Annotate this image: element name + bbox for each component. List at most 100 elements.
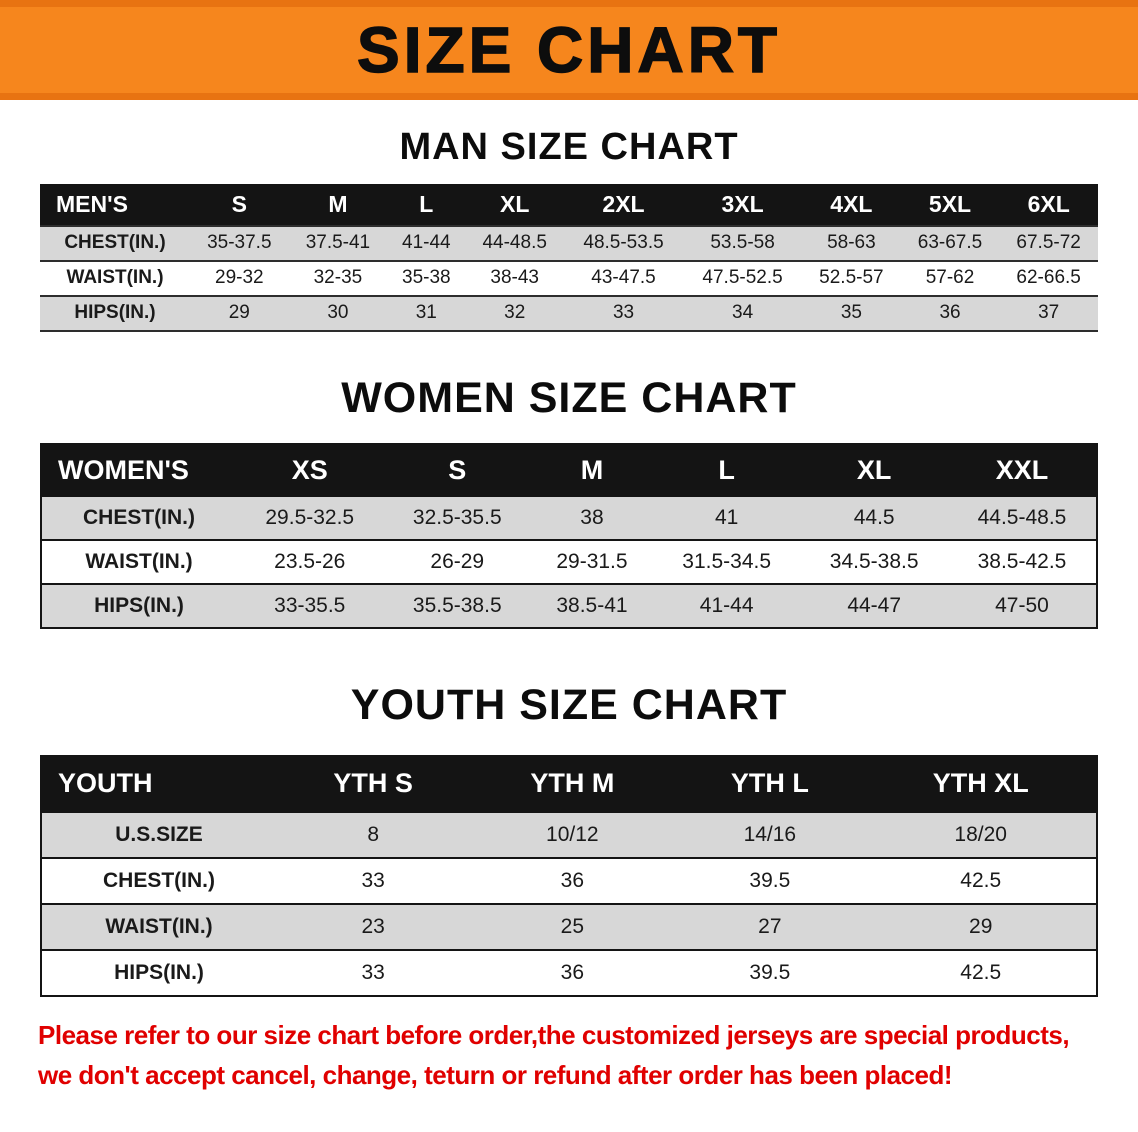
measurement-value-cell: 36 bbox=[900, 294, 1000, 332]
measurement-value-cell: 29 bbox=[865, 902, 1097, 950]
measurement-value-cell: 39.5 bbox=[674, 856, 866, 904]
size-header-cell: YTH M bbox=[470, 755, 675, 812]
measurement-value-cell: 38 bbox=[531, 495, 653, 541]
size-header-cell: XL bbox=[465, 183, 564, 226]
measurement-label-cell: CHEST(IN.) bbox=[41, 856, 276, 904]
table-title-cell: MEN'S bbox=[40, 183, 190, 226]
measurement-row: WAIST(IN.) 23.5-26 26-29 29-31.5 31.5-34.5 34… bbox=[41, 539, 1097, 585]
measurement-value-cell: 31.5-34.5 bbox=[652, 539, 801, 585]
measurement-value-cell: 27 bbox=[674, 902, 866, 950]
men-section-heading: MAN SIZE CHART bbox=[399, 126, 739, 168]
measurement-value-cell: 44.5 bbox=[800, 495, 948, 541]
measurement-value-cell: 10/12 bbox=[470, 810, 675, 858]
measurement-row: HIPS(IN.) 33 36 39.5 42.5 bbox=[41, 948, 1097, 996]
measurement-value-cell: 29 bbox=[190, 294, 289, 332]
measurement-label-cell: WAIST(IN.) bbox=[41, 539, 236, 585]
men-size-table: MEN'S S M L XL 2XL 3XL 4XL 5XL 6XL CHEST(IN.) 35-37… bbox=[40, 183, 1098, 332]
size-header-cell: S bbox=[383, 444, 532, 497]
size-header-cell: M bbox=[531, 444, 653, 497]
measurement-value-cell: 62-66.5 bbox=[999, 259, 1098, 296]
measurement-value-cell: 30 bbox=[288, 294, 388, 332]
measurement-value-cell: 33 bbox=[564, 294, 684, 332]
measurement-label-cell: HIPS(IN.) bbox=[40, 294, 190, 332]
measurement-row: HIPS(IN.) 33-35.5 35.5-38.5 38.5-41 41-44 44-… bbox=[41, 583, 1097, 629]
size-header-cell: M bbox=[288, 183, 388, 226]
measurement-value-cell: 18/20 bbox=[865, 810, 1097, 858]
measurement-value-cell: 29-32 bbox=[190, 259, 289, 296]
disclaimer: Please refer to our size chart before or… bbox=[38, 1015, 1100, 1096]
measurement-label-cell: U.S.SIZE bbox=[41, 810, 276, 858]
measurement-value-cell: 32-35 bbox=[288, 259, 388, 296]
size-header-cell: 6XL bbox=[999, 183, 1098, 226]
page-title: SIZE CHART bbox=[356, 14, 781, 86]
size-header-cell: YTH S bbox=[276, 755, 471, 812]
measurement-value-cell: 37.5-41 bbox=[288, 224, 388, 261]
youth-section-heading: YOUTH SIZE CHART bbox=[350, 681, 788, 730]
size-header-cell: 4XL bbox=[802, 183, 901, 226]
measurement-value-cell: 36 bbox=[470, 856, 675, 904]
measurement-value-cell: 26-29 bbox=[383, 539, 532, 585]
size-header-cell: YTH L bbox=[674, 755, 866, 812]
table-title-cell: YOUTH bbox=[41, 755, 276, 812]
youth-size-table: YOUTH YTH S YTH M YTH L YTH XL U.S.SIZE 8 10/12… bbox=[40, 754, 1098, 997]
measurement-label-cell: HIPS(IN.) bbox=[41, 948, 276, 996]
measurement-value-cell: 47.5-52.5 bbox=[683, 259, 803, 296]
table-title-cell: WOMEN'S bbox=[41, 444, 236, 497]
measurement-row: CHEST(IN.) 29.5-32.5 32.5-35.5 38 41 44.5 44.5… bbox=[41, 495, 1097, 541]
measurement-value-cell: 47-50 bbox=[947, 583, 1097, 629]
women-size-table: WOMEN'S XS S M L XL XXL CHEST(IN.) 29.5-32.5 32.5… bbox=[40, 443, 1098, 630]
size-header-cell: YTH XL bbox=[865, 755, 1097, 812]
measurement-value-cell: 35.5-38.5 bbox=[383, 583, 532, 629]
size-header-cell: XS bbox=[236, 444, 384, 497]
size-header-cell: L bbox=[652, 444, 801, 497]
disclaimer-line-2: we don't accept cancel, change, teturn o… bbox=[38, 1059, 953, 1090]
measurement-value-cell: 52.5-57 bbox=[802, 259, 901, 296]
measurement-value-cell: 39.5 bbox=[674, 948, 866, 996]
measurement-label-cell: WAIST(IN.) bbox=[40, 259, 190, 296]
size-header-cell: XL bbox=[800, 444, 948, 497]
measurement-value-cell: 44-47 bbox=[800, 583, 948, 629]
measurement-value-cell: 42.5 bbox=[865, 856, 1097, 904]
measurement-value-cell: 38.5-42.5 bbox=[947, 539, 1097, 585]
measurement-label-cell: WAIST(IN.) bbox=[41, 902, 276, 950]
measurement-value-cell: 32 bbox=[465, 294, 564, 332]
measurement-value-cell: 35-37.5 bbox=[190, 224, 289, 261]
size-header-cell: S bbox=[190, 183, 289, 226]
measurement-value-cell: 8 bbox=[276, 810, 471, 858]
measurement-value-cell: 43-47.5 bbox=[564, 259, 684, 296]
measurement-value-cell: 57-62 bbox=[900, 259, 1000, 296]
measurement-row: CHEST(IN.) 33 36 39.5 42.5 bbox=[41, 856, 1097, 904]
size-chart-banner: SIZE CHART bbox=[0, 0, 1138, 100]
measurement-value-cell: 25 bbox=[470, 902, 675, 950]
measurement-value-cell: 23 bbox=[276, 902, 471, 950]
size-header-cell: XXL bbox=[947, 444, 1097, 497]
measurement-value-cell: 41-44 bbox=[652, 583, 801, 629]
measurement-value-cell: 37 bbox=[999, 294, 1098, 332]
measurement-value-cell: 44.5-48.5 bbox=[947, 495, 1097, 541]
measurement-row: WAIST(IN.) 23 25 27 29 bbox=[41, 902, 1097, 950]
measurement-value-cell: 36 bbox=[470, 948, 675, 996]
header-row: WOMEN'S XS S M L XL XXL bbox=[41, 444, 1097, 497]
measurement-value-cell: 38.5-41 bbox=[531, 583, 653, 629]
measurement-value-cell: 33 bbox=[276, 856, 471, 904]
size-header-cell: 5XL bbox=[900, 183, 1000, 226]
measurement-label-cell: HIPS(IN.) bbox=[41, 583, 236, 629]
women-section-heading: WOMEN SIZE CHART bbox=[341, 373, 797, 422]
measurement-row: CHEST(IN.) 35-37.5 37.5-41 41-44 44-48.5 48.5… bbox=[40, 224, 1098, 261]
measurement-row: U.S.SIZE 8 10/12 14/16 18/20 bbox=[41, 810, 1097, 858]
size-header-cell: 3XL bbox=[683, 183, 803, 226]
measurement-value-cell: 33-35.5 bbox=[236, 583, 384, 629]
measurement-value-cell: 63-67.5 bbox=[900, 224, 1000, 261]
measurement-label-cell: CHEST(IN.) bbox=[41, 495, 236, 541]
measurement-value-cell: 38-43 bbox=[465, 259, 564, 296]
measurement-value-cell: 31 bbox=[387, 294, 466, 332]
measurement-value-cell: 44-48.5 bbox=[465, 224, 564, 261]
measurement-value-cell: 14/16 bbox=[674, 810, 866, 858]
measurement-value-cell: 34.5-38.5 bbox=[800, 539, 948, 585]
measurement-value-cell: 29-31.5 bbox=[531, 539, 653, 585]
measurement-value-cell: 32.5-35.5 bbox=[383, 495, 532, 541]
measurement-value-cell: 58-63 bbox=[802, 224, 901, 261]
measurement-row: HIPS(IN.) 29 30 31 32 33 34 35 36 37 bbox=[40, 294, 1098, 332]
measurement-value-cell: 34 bbox=[683, 294, 803, 332]
measurement-value-cell: 33 bbox=[276, 948, 471, 996]
